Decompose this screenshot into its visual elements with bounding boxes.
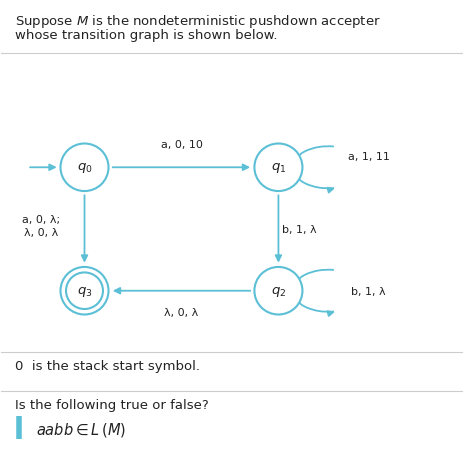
Text: λ, 0, λ: λ, 0, λ <box>164 308 199 318</box>
Text: a, 1, 11: a, 1, 11 <box>347 151 390 162</box>
Text: $q_0$: $q_0$ <box>77 161 92 175</box>
Text: a, 0, 10: a, 0, 10 <box>161 140 202 150</box>
Text: $q_3$: $q_3$ <box>77 284 92 298</box>
Circle shape <box>255 144 302 192</box>
Text: $q_1$: $q_1$ <box>271 161 286 175</box>
Text: a, 0, λ;
λ, 0, λ: a, 0, λ; λ, 0, λ <box>22 214 60 237</box>
Circle shape <box>255 267 302 315</box>
Text: b, 1, λ: b, 1, λ <box>351 286 386 296</box>
Text: whose transition graph is shown below.: whose transition graph is shown below. <box>15 29 278 42</box>
Text: $aabb \in L\,(M)$: $aabb \in L\,(M)$ <box>36 420 126 438</box>
Text: 0  is the stack start symbol.: 0 is the stack start symbol. <box>15 359 200 373</box>
Text: Is the following true or false?: Is the following true or false? <box>15 398 209 411</box>
Circle shape <box>61 144 109 192</box>
Text: Suppose $M$ is the nondeterministic pushdown accepter: Suppose $M$ is the nondeterministic push… <box>15 13 381 30</box>
Text: $q_2$: $q_2$ <box>271 284 286 298</box>
Circle shape <box>61 267 109 315</box>
Text: b, 1, λ: b, 1, λ <box>282 224 317 235</box>
